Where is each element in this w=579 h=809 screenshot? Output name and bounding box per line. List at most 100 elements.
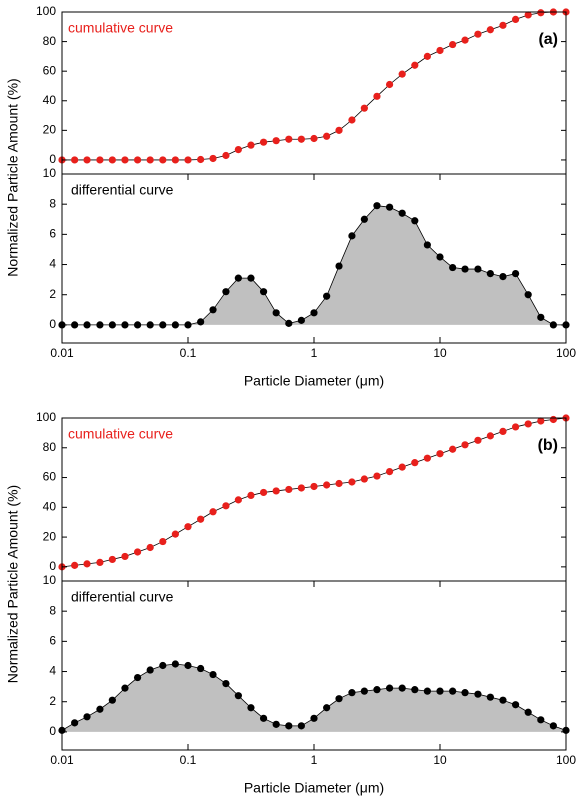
data-point bbox=[133, 548, 142, 556]
x-tick-label: 0.1 bbox=[180, 753, 197, 767]
y-tick-label: 8 bbox=[49, 196, 56, 210]
data-point bbox=[373, 202, 381, 210]
data-point bbox=[511, 701, 520, 709]
data-point bbox=[209, 154, 217, 163]
data-point bbox=[197, 664, 205, 673]
data-point bbox=[234, 692, 242, 700]
data-point bbox=[259, 138, 268, 146]
data-point bbox=[360, 104, 368, 112]
data-point bbox=[461, 689, 469, 697]
data-point bbox=[524, 708, 532, 716]
data-point bbox=[335, 695, 343, 703]
data-point bbox=[171, 530, 179, 538]
y-tick-label: 6 bbox=[49, 227, 56, 241]
annotation: differential curve bbox=[71, 589, 174, 605]
data-point bbox=[297, 484, 305, 492]
x-tick-label: 10 bbox=[433, 346, 447, 360]
data-point bbox=[247, 491, 255, 500]
data-point bbox=[474, 690, 482, 698]
data-point bbox=[222, 680, 230, 688]
data-point bbox=[486, 432, 494, 440]
x-tick-label: 0.01 bbox=[50, 753, 74, 767]
data-point bbox=[385, 467, 394, 476]
data-point bbox=[146, 321, 154, 329]
data-point bbox=[133, 673, 142, 682]
y-tick-label: 2 bbox=[49, 287, 56, 301]
data-point bbox=[335, 262, 343, 270]
data-point bbox=[423, 52, 431, 60]
data-point bbox=[310, 309, 318, 317]
data-point bbox=[373, 472, 381, 480]
plot-frame bbox=[61, 417, 567, 582]
data-point bbox=[159, 321, 167, 329]
data-point bbox=[423, 454, 431, 462]
annotation: cumulative curve bbox=[68, 20, 173, 36]
data-point bbox=[83, 713, 91, 721]
data-point bbox=[83, 560, 91, 568]
data-point bbox=[71, 321, 79, 329]
y-tick-label: 0 bbox=[49, 724, 56, 738]
data-point bbox=[121, 552, 129, 561]
data-point bbox=[423, 687, 431, 695]
data-point bbox=[159, 537, 167, 546]
y-tick-label: 20 bbox=[43, 123, 57, 137]
data-point bbox=[385, 80, 394, 89]
data-point bbox=[323, 481, 331, 489]
data-point bbox=[272, 720, 280, 728]
data-point bbox=[272, 137, 280, 145]
data-point bbox=[461, 441, 469, 449]
data-point bbox=[385, 684, 394, 692]
data-point bbox=[121, 684, 129, 692]
data-point bbox=[398, 209, 406, 217]
data-point bbox=[197, 155, 205, 164]
data-point bbox=[474, 436, 482, 444]
data-point bbox=[335, 479, 343, 488]
data-point bbox=[71, 719, 79, 727]
y-tick-label: 60 bbox=[43, 470, 57, 484]
plot-frame bbox=[61, 11, 567, 175]
data-point bbox=[96, 558, 104, 566]
data-point bbox=[335, 126, 343, 134]
y-tick-label: 20 bbox=[43, 529, 57, 543]
data-point bbox=[285, 319, 293, 327]
data-point bbox=[511, 269, 520, 278]
data-point bbox=[411, 459, 419, 467]
data-point bbox=[234, 274, 242, 282]
x-tick-label: 100 bbox=[556, 753, 576, 767]
data-point bbox=[247, 274, 255, 282]
data-point bbox=[461, 36, 469, 44]
data-point bbox=[486, 693, 494, 701]
data-point bbox=[133, 156, 142, 164]
data-point bbox=[247, 141, 255, 149]
data-point bbox=[197, 515, 205, 523]
data-point bbox=[184, 661, 192, 670]
data-point bbox=[411, 61, 419, 69]
data-point bbox=[436, 253, 444, 261]
data-point bbox=[537, 313, 545, 321]
area bbox=[62, 205, 566, 325]
data-point bbox=[524, 291, 532, 299]
data-point bbox=[461, 265, 469, 273]
data-point bbox=[209, 670, 217, 679]
data-point bbox=[222, 151, 230, 160]
y-tick-label: 80 bbox=[43, 440, 57, 454]
x-tick-label: 1 bbox=[311, 753, 318, 767]
data-point bbox=[360, 215, 368, 223]
data-point bbox=[108, 696, 116, 704]
data-point bbox=[499, 696, 507, 704]
data-point bbox=[323, 704, 331, 712]
data-point bbox=[297, 316, 305, 324]
data-point bbox=[121, 156, 129, 164]
data-point bbox=[96, 705, 104, 713]
data-point bbox=[537, 417, 545, 425]
data-point bbox=[499, 427, 507, 435]
data-point bbox=[549, 321, 557, 329]
data-point bbox=[373, 92, 381, 100]
data-point bbox=[310, 714, 318, 722]
data-point bbox=[184, 523, 192, 531]
data-point bbox=[474, 265, 482, 273]
data-point bbox=[385, 203, 394, 211]
x-axis-title: Particle Diameter (μm) bbox=[244, 373, 384, 389]
data-point bbox=[549, 722, 557, 730]
data-point bbox=[209, 306, 217, 314]
